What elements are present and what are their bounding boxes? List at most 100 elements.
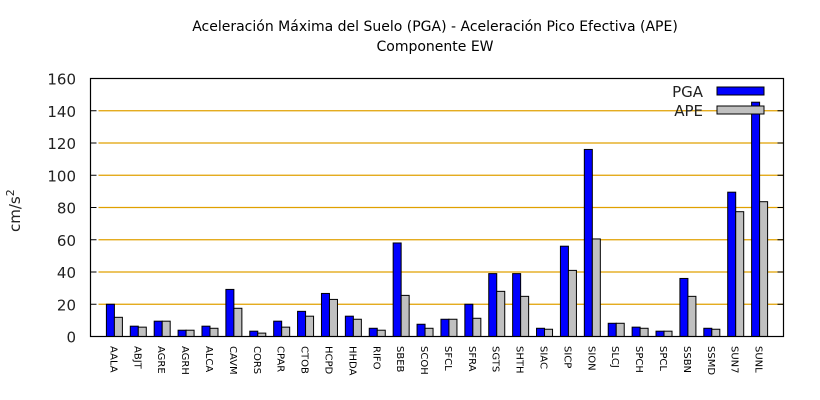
y-tick-label: 60 (57, 232, 76, 250)
bar-ape-cpar (281, 326, 291, 337)
bar-ape-slcj (615, 322, 625, 337)
x-tick-label: RIFO (370, 346, 381, 370)
bar-ape-sbeb (400, 294, 410, 338)
bar-ape-aala (113, 316, 123, 337)
x-tick-label: SPCL (657, 346, 668, 371)
x-tick-label: ABJT (131, 346, 142, 370)
x-tick-label: SION (585, 346, 596, 371)
x-tick-label: SFRA (466, 346, 477, 372)
x-tick-label: AGRH (179, 346, 190, 375)
x-tick-label: SICP (561, 346, 572, 368)
bar-pga-sion (583, 148, 593, 337)
x-tick-label: HHDA (346, 346, 357, 376)
x-tick-label: HCPD (322, 346, 333, 375)
bar-ape-siac (544, 328, 554, 337)
bar-pga-sfra (464, 303, 474, 337)
bar-pga-sunl (751, 101, 761, 337)
x-tick-label: SSMD (705, 346, 716, 375)
bar-ape-sunl (759, 201, 769, 337)
x-tick-label: SLCJ (609, 346, 620, 368)
x-tick-label: SGTS (490, 346, 501, 372)
bar-ape-alca (209, 327, 219, 337)
bar-pga-rifo (368, 327, 378, 337)
bar-ape-sfra (472, 317, 482, 337)
bar-ape-spcl (663, 330, 673, 337)
bar-ape-spch (639, 327, 649, 337)
bar-pga-sbeb (392, 242, 402, 338)
bar-ape-agre (161, 320, 171, 337)
y-tick-label: 120 (47, 135, 76, 153)
bar-pga-sfcl (440, 318, 450, 337)
y-axis-label: cm/s2 (4, 189, 24, 232)
bar-ape-sicp (567, 269, 577, 338)
y-tick-label: 140 (47, 103, 76, 121)
x-tick-label: SPCH (633, 346, 644, 373)
y-axis-label-exp: 2 (4, 189, 17, 196)
bar-pga-abjt (129, 325, 139, 337)
bar-pga-agre (153, 320, 163, 337)
bar-ape-sgts (496, 290, 506, 338)
bar-pga-alca (201, 325, 211, 337)
x-tick-label: CTOB (299, 346, 310, 374)
legend-label-pga: PGA (672, 83, 704, 101)
bar-ape-scoh (424, 327, 434, 337)
bar-pga-slcj (607, 322, 617, 337)
bar-pga-cavm (225, 288, 235, 338)
bar-ape-hcpd (328, 298, 338, 338)
bar-ape-ssmd (711, 328, 721, 337)
bar-ape-abjt (137, 326, 147, 337)
legend-swatch-pga (716, 86, 765, 96)
y-tick-label: 160 (47, 71, 76, 89)
bar-ape-sun7 (735, 211, 745, 338)
x-tick-label: CPAR (275, 346, 286, 372)
bar-pga-hcpd (320, 292, 330, 338)
x-tick-label: AGRE (155, 346, 166, 374)
bar-pga-hhda (344, 315, 354, 337)
x-tick-label: CAVM (227, 346, 238, 375)
x-tick-label: SSBN (681, 346, 692, 373)
bar-ape-sion (591, 238, 601, 338)
y-tick-label: 20 (57, 296, 76, 314)
bar-pga-spch (631, 326, 641, 337)
y-tick-label: 0 (66, 329, 76, 347)
plot-frame (89, 77, 785, 338)
bar-ape-cavm (233, 307, 243, 337)
x-tick-label: SUNL (753, 346, 764, 373)
x-tick-label: SUN7 (729, 346, 740, 374)
x-tick-label: AALA (107, 346, 118, 373)
x-tick-label: SCOH (418, 346, 429, 375)
bar-pga-aala (105, 303, 115, 337)
bar-ape-ctob (305, 315, 315, 337)
bar-pga-sun7 (727, 191, 737, 337)
bar-ape-shth (520, 295, 530, 338)
bar-pga-ctob (297, 310, 307, 338)
legend-swatch-ape (716, 105, 765, 115)
x-tick-label: SHTH (514, 346, 525, 374)
bar-ape-sfcl (448, 318, 458, 337)
chart-title: Aceleración Máxima del Suelo (PGA) - Ace… (192, 19, 678, 35)
x-tick-label: ALCA (203, 346, 214, 372)
y-tick-label: 40 (57, 264, 76, 282)
bar-pga-shth (512, 273, 522, 337)
bar-pga-sicp (559, 245, 569, 337)
x-tick-label: CORS (251, 346, 262, 374)
y-axis-label-unit: cm/s (6, 196, 24, 232)
x-tick-label: SIAC (538, 346, 549, 369)
bar-ape-hhda (352, 318, 362, 337)
x-tick-label: SFCL (442, 346, 453, 371)
chart-subtitle: Componente EW (376, 39, 493, 55)
bar-pga-ssmd (703, 327, 713, 337)
bar-pga-ssbn (679, 277, 689, 338)
bar-ape-rifo (376, 329, 386, 337)
bar-ape-agrh (185, 329, 195, 337)
bar-pga-agrh (177, 329, 187, 337)
bar-pga-spcl (655, 330, 665, 337)
y-tick-label: 80 (57, 200, 76, 218)
bar-pga-cpar (273, 320, 283, 337)
bar-pga-sgts (488, 273, 498, 337)
bar-pga-cors (249, 330, 259, 337)
x-tick-label: SBEB (394, 346, 405, 373)
bar-pga-siac (536, 327, 546, 337)
bar-pga-scoh (416, 323, 426, 337)
